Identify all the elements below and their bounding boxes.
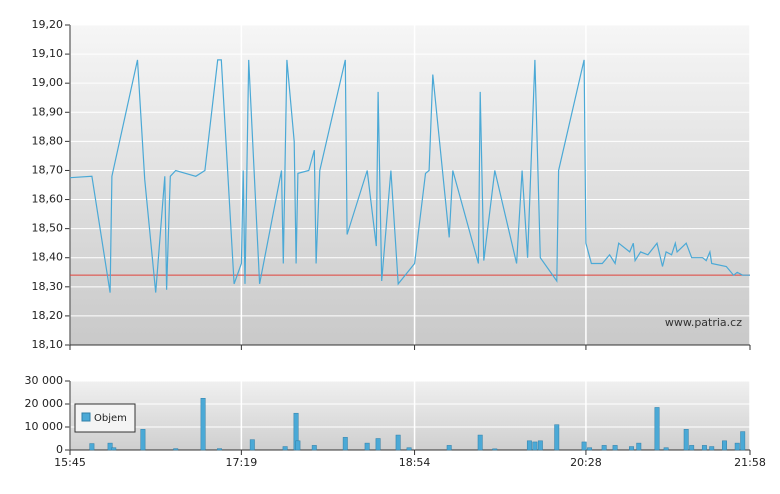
- volume-bar: [683, 429, 689, 451]
- x-tick-label: 15:45: [54, 456, 86, 469]
- volume-bar: [173, 448, 179, 451]
- volume-bar: [311, 445, 317, 451]
- legend-label: Objem: [94, 413, 127, 424]
- volume-bar: [636, 442, 642, 451]
- plot-area: [70, 25, 750, 345]
- volume-bar: [581, 441, 587, 451]
- volume-bar: [526, 440, 532, 451]
- volume-bar: [709, 446, 715, 451]
- y-tick-label: 19,00: [32, 76, 64, 89]
- y-tick-label: 20 000: [25, 397, 64, 410]
- volume-bar: [295, 440, 301, 451]
- volume-bar: [722, 440, 727, 451]
- volume-bar: [689, 445, 695, 451]
- y-tick-label: 19,10: [32, 47, 64, 60]
- x-tick-label: 21:58: [734, 456, 766, 469]
- volume-bar: [111, 447, 117, 451]
- legend-swatch: [81, 412, 91, 422]
- y-tick-label: 18,60: [32, 193, 64, 206]
- volume-bar: [477, 434, 483, 451]
- volume-bar: [554, 424, 560, 451]
- volume-bar: [587, 447, 593, 451]
- volume-bar: [200, 398, 206, 451]
- y-tick-label: 18,70: [32, 163, 64, 176]
- y-tick-label: 18,40: [32, 251, 64, 264]
- x-tick-label: 17:19: [226, 456, 258, 469]
- volume-bar: [654, 407, 660, 451]
- volume-bar: [395, 434, 401, 451]
- volume-bar: [89, 443, 95, 451]
- y-tick-label: 18,50: [32, 222, 64, 235]
- volume-bar: [342, 437, 348, 451]
- volume-bar: [537, 440, 543, 451]
- plot-area: [70, 381, 750, 450]
- y-tick-label: 30 000: [25, 374, 64, 387]
- x-tick-label: 20:28: [570, 456, 602, 469]
- x-tick-label: 18:54: [399, 456, 431, 469]
- volume-bar: [701, 445, 707, 451]
- volume-bar: [532, 441, 538, 451]
- y-tick-label: 18,10: [32, 338, 64, 351]
- volume-bar: [406, 447, 412, 451]
- volume-bar: [217, 448, 222, 451]
- y-tick-label: 10 000: [25, 420, 64, 433]
- y-tick-label: 19,20: [32, 18, 64, 31]
- volume-bar: [612, 445, 618, 451]
- volume-bar: [601, 445, 607, 451]
- watermark: www.patria.cz: [665, 316, 742, 329]
- y-tick-label: 0: [56, 443, 63, 456]
- volume-bar: [663, 447, 669, 451]
- volume-bar: [492, 448, 498, 451]
- volume-bar: [140, 429, 146, 451]
- y-tick-label: 18,20: [32, 309, 64, 322]
- volume-bar: [629, 446, 634, 451]
- price-line: [69, 59, 750, 293]
- volume-bar: [740, 431, 746, 451]
- volume-bar: [364, 442, 370, 451]
- y-tick-label: 18,80: [32, 134, 64, 147]
- volume-bar: [375, 438, 381, 451]
- volume-bar: [249, 439, 255, 451]
- volume-bar: [446, 445, 452, 451]
- y-tick-label: 18,90: [32, 105, 64, 118]
- volume-bar: [282, 446, 288, 451]
- volume-bar: [107, 442, 113, 451]
- y-tick-label: 18,30: [32, 280, 64, 293]
- volume-bar: [734, 442, 740, 451]
